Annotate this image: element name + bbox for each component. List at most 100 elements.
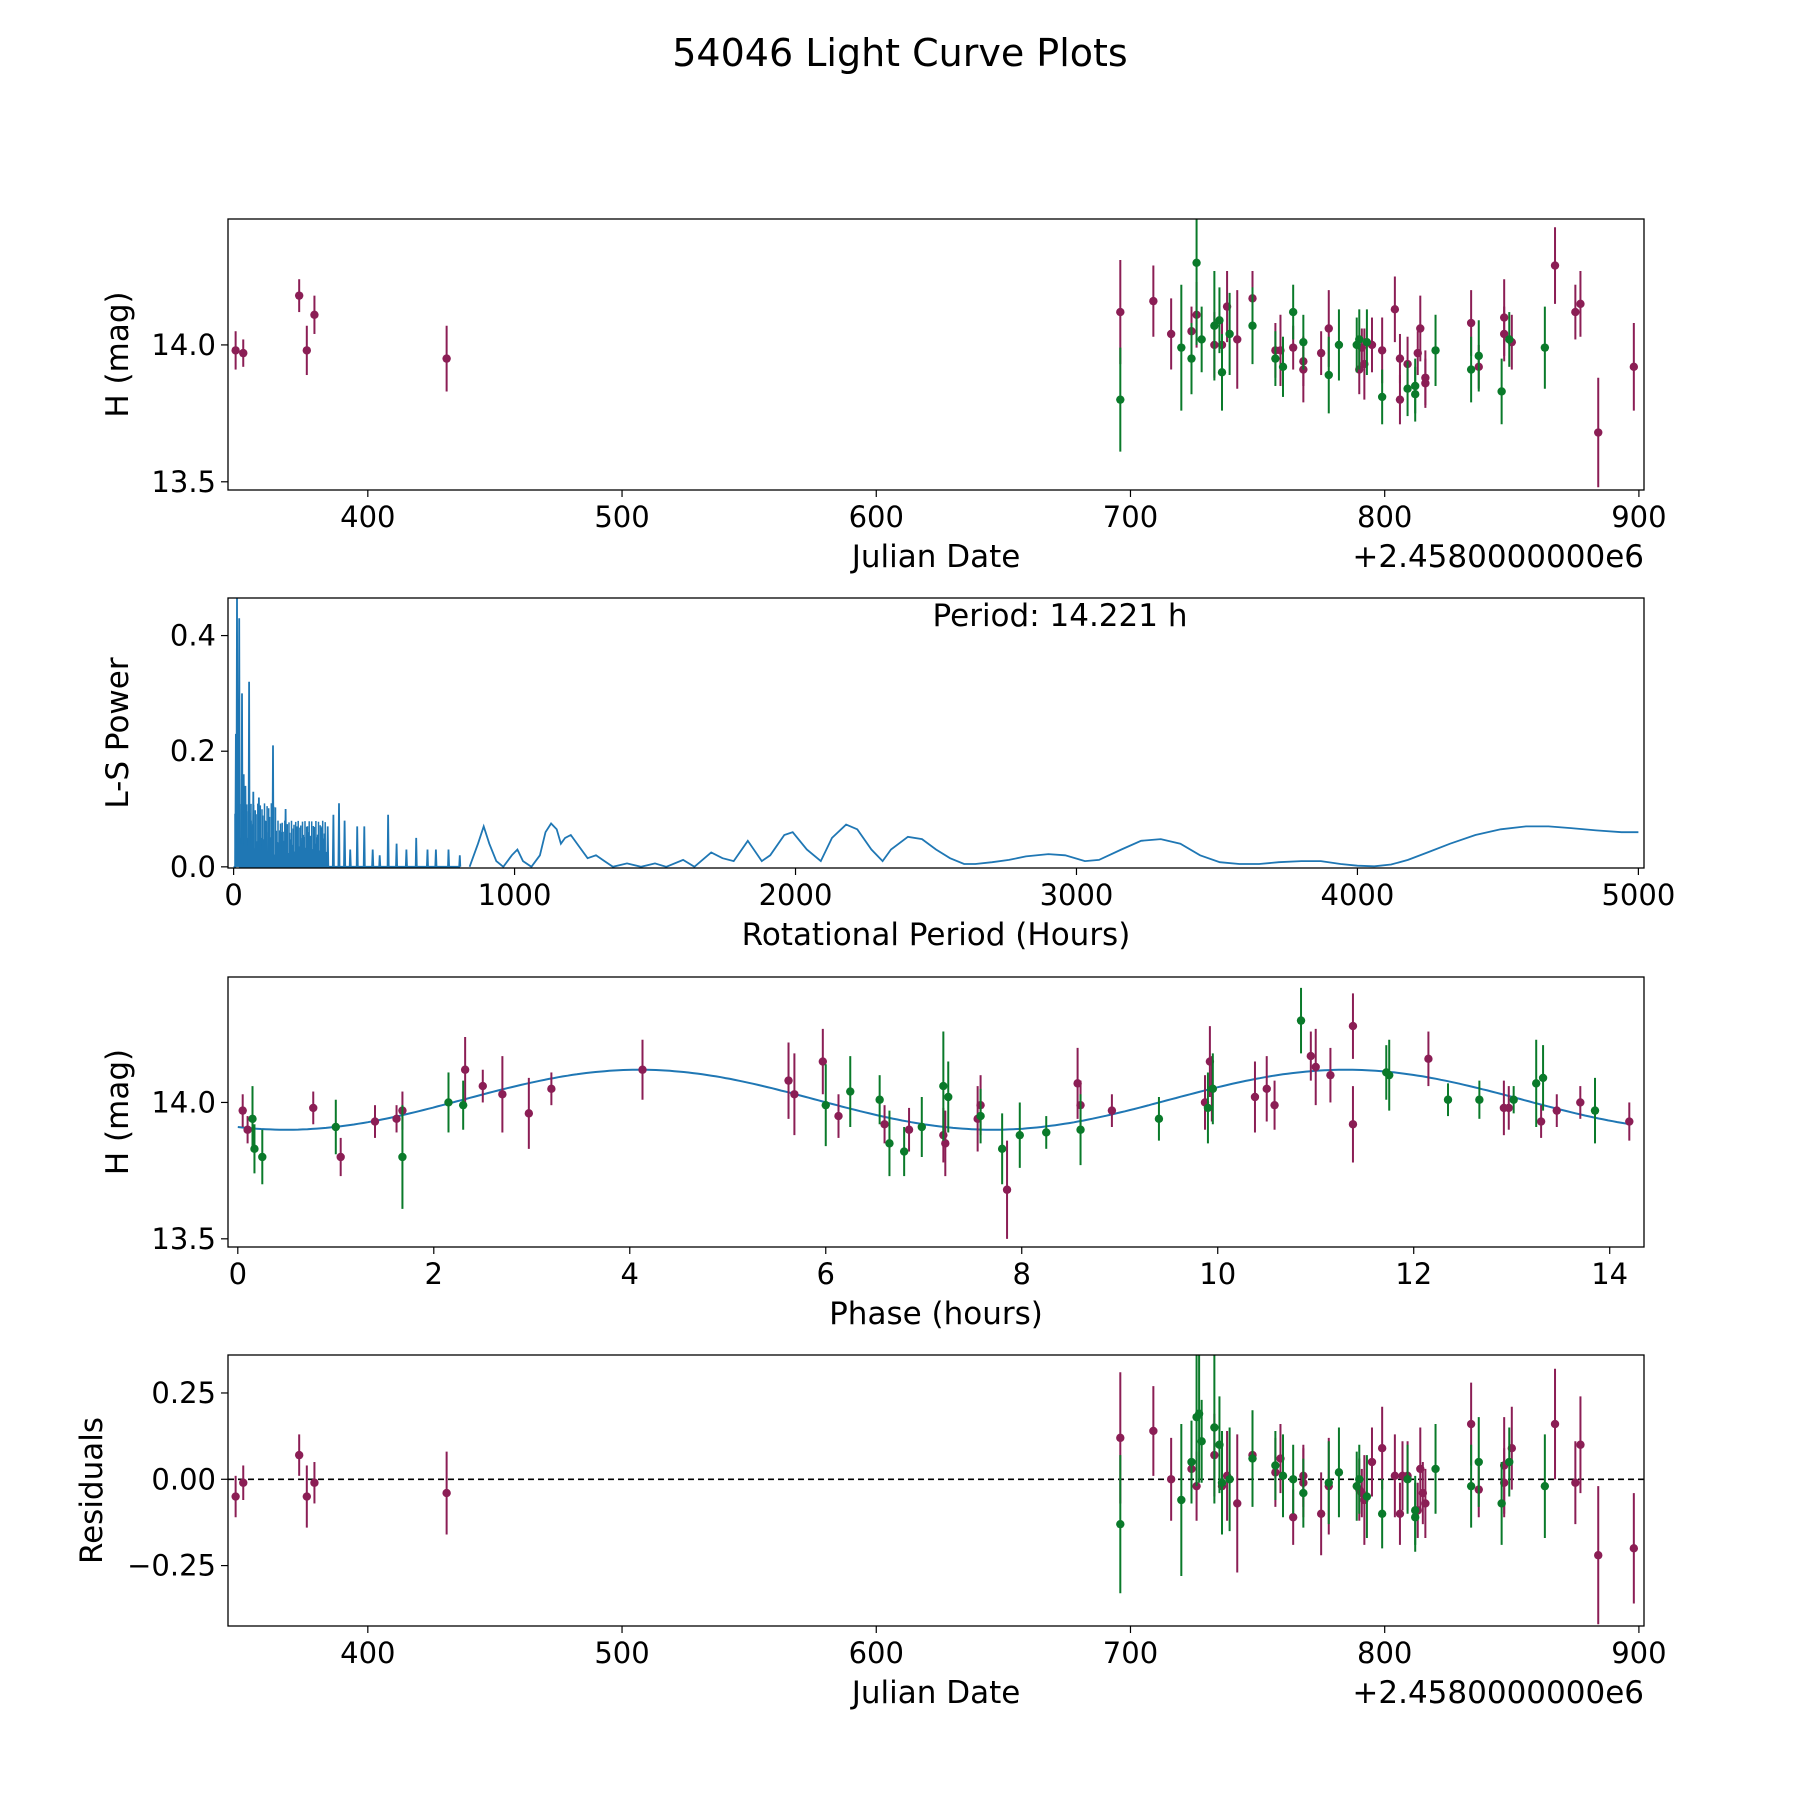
data-point — [1002, 1185, 1012, 1194]
x-tick-label: 5000 — [1601, 878, 1675, 912]
data-point — [818, 1057, 828, 1066]
data-point — [1466, 1419, 1476, 1429]
data-point — [1385, 1070, 1394, 1080]
data-point — [885, 1139, 894, 1148]
data-point — [1326, 1070, 1335, 1080]
series-band_b — [248, 987, 1600, 1209]
data-point — [250, 1144, 259, 1154]
data-point — [1270, 1100, 1279, 1110]
data-point — [904, 1125, 914, 1134]
data-point — [1316, 348, 1326, 358]
data-point — [1629, 1544, 1639, 1553]
x-tick-label: 12 — [1395, 1257, 1432, 1291]
data-point — [1390, 1471, 1400, 1481]
data-point — [258, 1152, 267, 1162]
data-point — [1149, 296, 1158, 306]
data-point — [1225, 329, 1234, 339]
model-fit-curve — [237, 1068, 1632, 1131]
data-point — [1576, 299, 1585, 309]
plot-area-raw — [231, 219, 1639, 488]
data-point — [310, 1478, 319, 1487]
data-point — [1107, 1106, 1117, 1115]
data-point — [1362, 1492, 1372, 1501]
x-tick-label: 400 — [340, 500, 395, 534]
data-point — [1299, 1488, 1308, 1498]
data-point — [834, 1111, 843, 1121]
data-point — [1377, 392, 1387, 402]
data-point — [1271, 354, 1280, 363]
data-point — [331, 1122, 340, 1132]
data-point — [1499, 329, 1509, 339]
data-point — [1225, 1475, 1234, 1484]
x-tick-label: 2000 — [759, 878, 833, 912]
axes-frame — [227, 218, 1645, 491]
data-point — [294, 1450, 304, 1460]
data-point — [1210, 321, 1219, 330]
data-point — [880, 1120, 889, 1129]
data-point — [1116, 1519, 1125, 1529]
data-point — [498, 1090, 507, 1099]
data-point — [1416, 324, 1425, 333]
data-point — [1262, 1084, 1271, 1094]
data-point — [1250, 1092, 1260, 1102]
data-point — [1166, 329, 1176, 339]
series-band_a — [231, 227, 1639, 488]
data-point — [1296, 1016, 1306, 1025]
y-tick-label: 14.0 — [151, 328, 216, 362]
data-point — [1215, 316, 1224, 325]
series-band_b — [1116, 219, 1550, 452]
data-point — [231, 346, 240, 355]
data-point — [1248, 1454, 1257, 1463]
data-point — [1116, 307, 1125, 317]
data-point — [1505, 335, 1514, 344]
data-point — [1203, 1103, 1213, 1113]
data-point — [1431, 346, 1440, 355]
data-point — [1362, 337, 1372, 347]
data-point — [1015, 1130, 1024, 1140]
data-point — [243, 1125, 252, 1134]
data-point — [392, 1114, 401, 1124]
data-point — [1192, 258, 1201, 267]
data-point — [1550, 1419, 1560, 1429]
data-point — [1042, 1128, 1051, 1137]
data-point — [1576, 1098, 1585, 1107]
data-point — [1552, 1106, 1561, 1115]
x-tick-label: 500 — [594, 500, 649, 534]
data-point — [1324, 324, 1333, 333]
x-tick-label: 1000 — [478, 878, 552, 912]
y-tick-label: 14.0 — [151, 1085, 216, 1119]
data-point — [1299, 337, 1308, 347]
data-point — [1403, 384, 1412, 393]
x-tick-label: 8 — [1013, 1257, 1031, 1291]
data-point — [875, 1095, 884, 1104]
data-point — [1288, 343, 1298, 352]
x-tick-label: 800 — [1357, 1636, 1412, 1670]
data-point — [1594, 428, 1603, 437]
data-point — [238, 1106, 247, 1115]
data-point — [1334, 1468, 1344, 1477]
data-point — [444, 1098, 453, 1107]
y-tick-label: 13.5 — [151, 1222, 216, 1256]
data-point — [1505, 1457, 1514, 1467]
data-point — [442, 354, 451, 363]
series-band_b — [1116, 1355, 1550, 1594]
data-point — [1233, 335, 1242, 344]
data-point — [1474, 351, 1483, 361]
data-point — [1466, 1481, 1476, 1491]
data-point — [336, 1152, 345, 1162]
period-annotation: Period: 14.221 h — [933, 598, 1188, 634]
plot-area-phase — [237, 987, 1634, 1239]
x-tick-label: 0 — [229, 1257, 247, 1291]
y-tick-label: −0.25 — [127, 1549, 216, 1583]
data-point — [1208, 1084, 1218, 1094]
data-point — [1233, 1499, 1242, 1508]
data-point — [398, 1152, 407, 1162]
data-point — [1116, 395, 1125, 404]
data-point — [1187, 1457, 1196, 1467]
data-point — [917, 1122, 926, 1132]
y-tick-label: 0.00 — [151, 1462, 216, 1496]
x-offset-label: +2.4580000000e6 — [1352, 1675, 1644, 1711]
data-point — [460, 1065, 470, 1074]
x-axis-label: Julian Date — [850, 1675, 1021, 1711]
